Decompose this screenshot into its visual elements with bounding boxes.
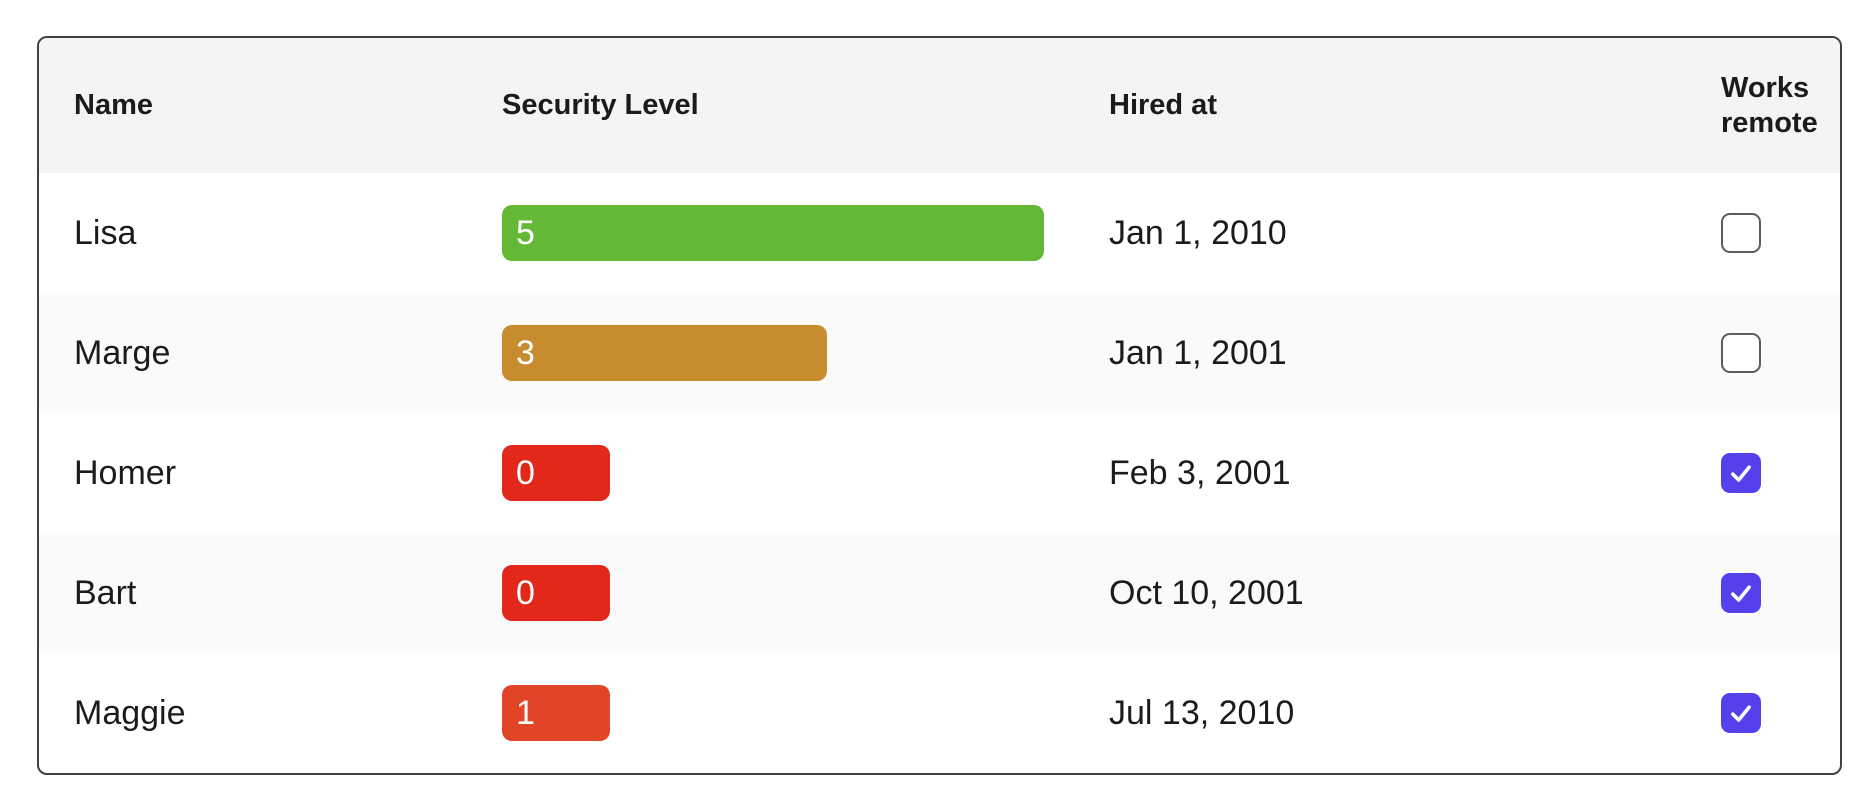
works-remote-checkbox[interactable]	[1721, 213, 1761, 253]
hired-at-date: Jul 13, 2010	[1109, 693, 1295, 732]
hired-at-date: Feb 3, 2001	[1109, 453, 1291, 492]
employee-name: Bart	[74, 573, 137, 612]
check-icon	[1731, 465, 1751, 482]
column-header-works-remote: Works remote	[1721, 71, 1818, 139]
security-level-value: 3	[516, 333, 535, 372]
table-header: Name Security Level Hired at Works remot…	[39, 38, 1840, 173]
security-level-bar: 0	[502, 565, 610, 621]
security-level-value: 0	[516, 573, 535, 612]
hired-at-date: Jan 1, 2010	[1109, 213, 1287, 252]
security-level-value: 0	[516, 453, 535, 492]
column-header-name: Name	[74, 89, 153, 122]
employee-name: Marge	[74, 333, 171, 372]
security-level-bar: 5	[502, 205, 1044, 261]
employee-name: Maggie	[74, 693, 186, 732]
table-row: Lisa 5 Jan 1, 2010	[39, 173, 1840, 293]
hired-at-date: Oct 10, 2001	[1109, 573, 1304, 612]
works-remote-checkbox[interactable]	[1721, 333, 1761, 373]
hired-at-date: Jan 1, 2001	[1109, 333, 1287, 372]
table-row: Homer 0 Feb 3, 2001	[39, 413, 1840, 533]
employee-name: Homer	[74, 453, 177, 492]
works-remote-checkbox[interactable]	[1721, 693, 1761, 733]
works-remote-checkbox[interactable]	[1721, 453, 1761, 493]
table-row: Bart 0 Oct 10, 2001	[39, 533, 1840, 653]
employee-name: Lisa	[74, 213, 137, 252]
security-level-value: 5	[516, 213, 535, 252]
check-icon	[1731, 705, 1751, 722]
column-header-security-level: Security Level	[502, 89, 699, 122]
security-level-bar: 0	[502, 445, 610, 501]
works-remote-checkbox[interactable]	[1721, 573, 1761, 613]
security-level-bar: 1	[502, 685, 610, 741]
check-icon	[1731, 585, 1751, 602]
security-level-bar: 3	[502, 325, 827, 381]
table-row: Maggie 1 Jul 13, 2010	[39, 653, 1840, 773]
security-level-value: 1	[516, 693, 535, 732]
column-header-hired-at: Hired at	[1109, 89, 1217, 122]
employees-table: Name Security Level Hired at Works remot…	[37, 36, 1842, 775]
table-row: Marge 3 Jan 1, 2001	[39, 293, 1840, 413]
